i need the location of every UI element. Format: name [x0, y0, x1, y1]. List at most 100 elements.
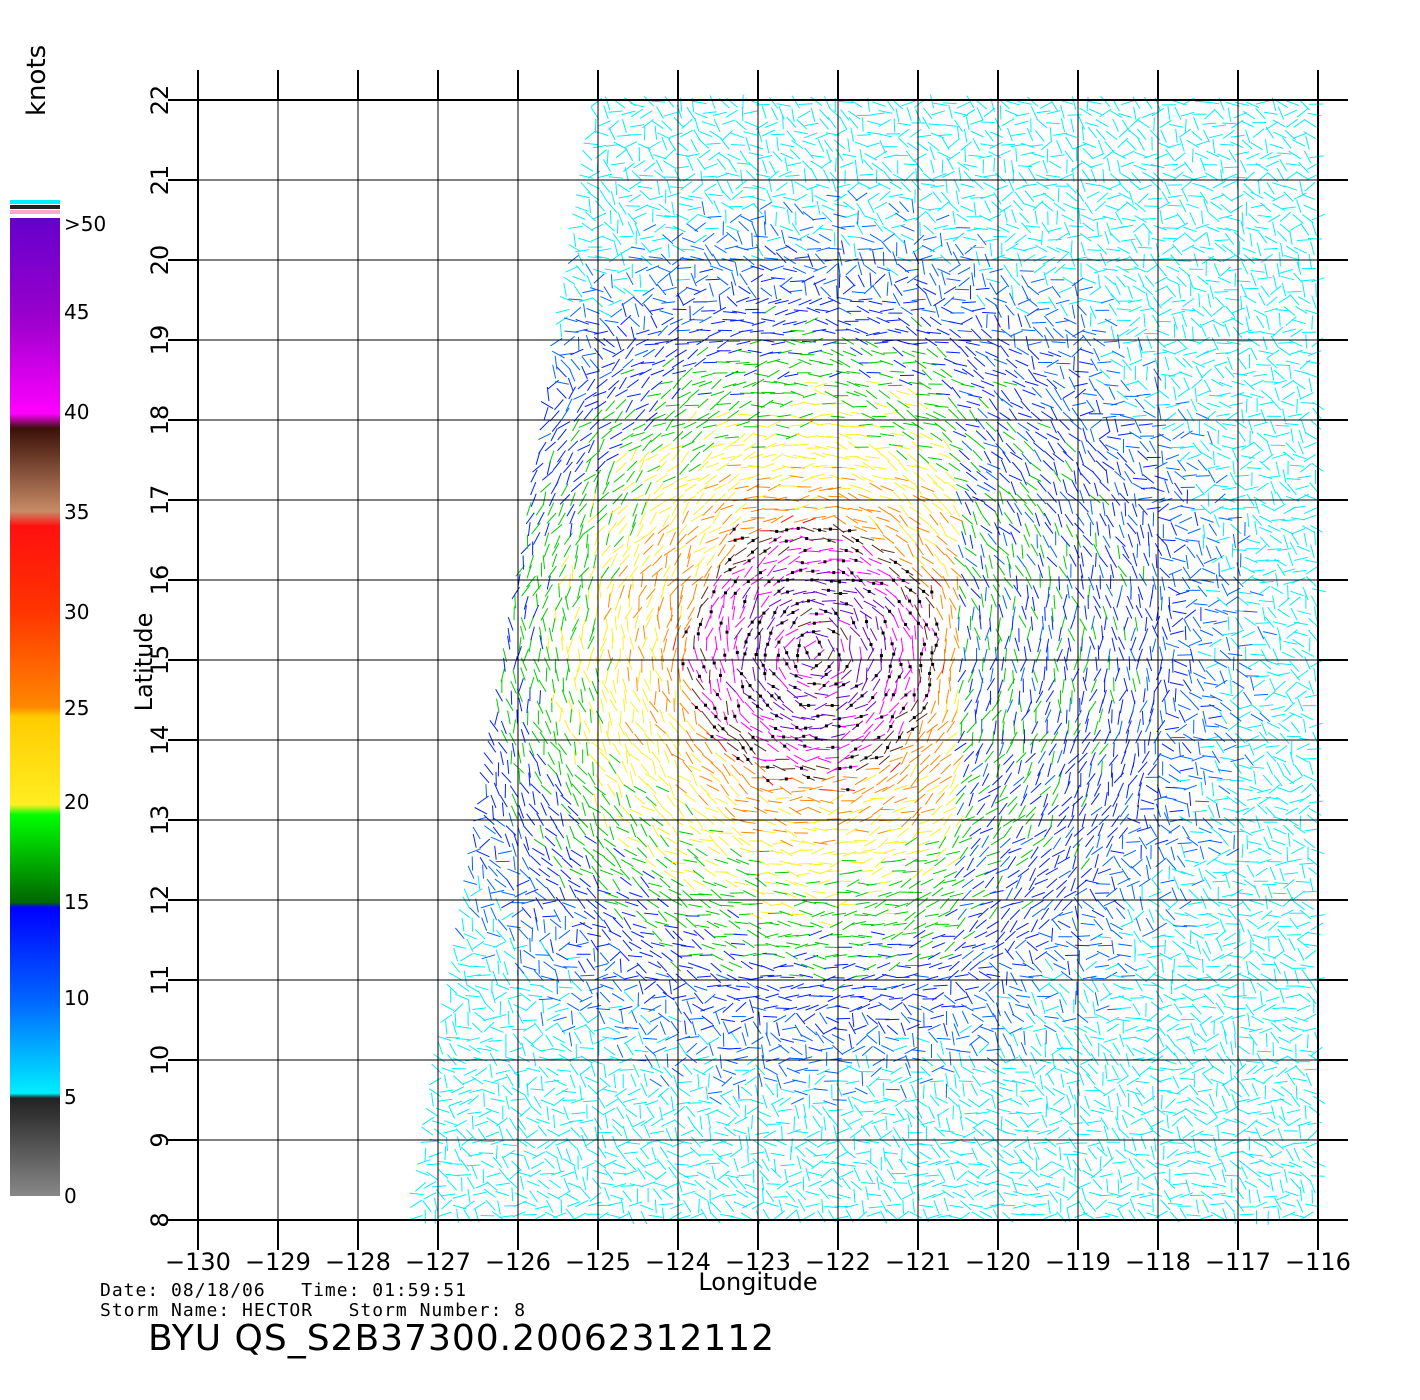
wind-vector	[984, 627, 991, 641]
wind-vector	[748, 921, 762, 930]
wind-vector	[1226, 636, 1231, 651]
wind-vector	[558, 875, 566, 889]
wind-vector	[553, 730, 557, 745]
wind-vector	[724, 1174, 739, 1179]
wind-vector	[543, 961, 556, 971]
wind-vector	[1177, 842, 1192, 845]
wind-vector	[1120, 763, 1126, 778]
wind-vector	[714, 858, 729, 864]
wind-vector	[984, 1065, 997, 1075]
wind-vector	[842, 850, 857, 857]
wind-vector	[704, 741, 713, 755]
wind-vector	[1084, 879, 1099, 884]
wind-vector	[1167, 900, 1179, 911]
wind-vector	[948, 1215, 963, 1220]
wind-vector	[813, 776, 827, 781]
wind-vector	[1069, 697, 1071, 712]
wind-vector	[778, 678, 789, 690]
wind-vector	[971, 1147, 978, 1161]
wind-vector	[1210, 1015, 1224, 1023]
wind-vector	[747, 1126, 751, 1141]
wind-vector	[961, 950, 974, 960]
wind-vector	[943, 871, 958, 878]
wind-vector	[468, 1045, 481, 1054]
wind-vector	[964, 1189, 975, 1201]
wind-vector	[426, 1163, 441, 1166]
wind-vector	[1257, 1101, 1272, 1106]
wind-vector	[1112, 1161, 1127, 1164]
wind-vector	[696, 914, 712, 916]
wind-vector	[1267, 921, 1280, 932]
rain-flag-marker	[814, 736, 818, 740]
wind-vector	[974, 750, 980, 764]
wind-vector	[1200, 745, 1215, 748]
wind-vector	[604, 1168, 614, 1181]
wind-vector	[1011, 1178, 1018, 1192]
wind-vector	[1200, 895, 1207, 910]
wind-vector	[1214, 1147, 1221, 1161]
wind-vector	[630, 1010, 638, 1024]
wind-vector	[680, 1129, 695, 1137]
wind-vector	[989, 617, 992, 632]
wind-vector	[1259, 659, 1272, 670]
wind-vector	[544, 1158, 555, 1169]
wind-vector	[836, 1017, 851, 1020]
wind-vector	[472, 1007, 487, 1010]
wind-vector	[890, 1001, 903, 1011]
wind-vector	[967, 669, 975, 683]
wind-vector	[604, 892, 619, 898]
wind-vector	[980, 710, 991, 722]
wind-vector	[949, 892, 964, 898]
wind-vector	[1169, 682, 1184, 686]
wind-vector	[604, 961, 616, 972]
wind-vector	[944, 627, 948, 642]
wind-vector	[577, 823, 587, 836]
wind-vector	[1303, 774, 1317, 782]
wind-vector	[625, 1114, 634, 1128]
wind-vector	[640, 823, 648, 837]
wind-vector	[1045, 1103, 1048, 1118]
wind-vector	[1203, 932, 1218, 936]
wind-vector	[501, 772, 512, 784]
wind-vector	[1281, 651, 1295, 659]
wind-vector	[1183, 925, 1198, 927]
wind-vector	[931, 933, 946, 940]
wind-vector	[612, 1162, 627, 1169]
wind-vector	[1303, 1013, 1317, 1021]
wind-vector	[919, 1078, 934, 1084]
wind-vector	[938, 836, 947, 849]
wind-vector	[943, 825, 951, 839]
wind-vector	[979, 846, 990, 858]
wind-vector	[978, 970, 992, 979]
wind-vector	[544, 721, 552, 735]
wind-vector	[805, 1044, 807, 1059]
wind-vector	[567, 969, 572, 984]
wind-vector	[990, 667, 994, 682]
wind-vector	[1009, 1172, 1024, 1174]
wind-vector	[1020, 667, 1025, 682]
wind-vector	[982, 1129, 995, 1139]
wind-vector	[656, 858, 668, 869]
wind-vector	[1259, 704, 1274, 707]
wind-vector	[1025, 933, 1039, 939]
wind-vector	[584, 835, 597, 844]
wind-vector	[962, 826, 972, 839]
wind-vector	[889, 756, 903, 763]
wind-vector	[1096, 950, 1110, 958]
wind-vector	[983, 648, 988, 663]
wind-vector	[1065, 826, 1075, 839]
wind-vector	[655, 972, 670, 978]
wind-vector	[742, 939, 755, 949]
wind-vector	[832, 912, 847, 916]
wind-vector	[630, 1073, 637, 1087]
wind-vector	[472, 952, 487, 957]
wind-vector	[1037, 638, 1042, 653]
wind-vector	[1217, 901, 1232, 907]
wind-vector	[555, 1139, 569, 1146]
wind-vector	[922, 987, 937, 991]
wind-vector	[619, 1069, 634, 1071]
wind-vector	[1184, 1107, 1197, 1117]
wind-vector	[525, 1001, 537, 1012]
wind-vector	[761, 1054, 766, 1069]
wind-vector	[1255, 675, 1270, 678]
